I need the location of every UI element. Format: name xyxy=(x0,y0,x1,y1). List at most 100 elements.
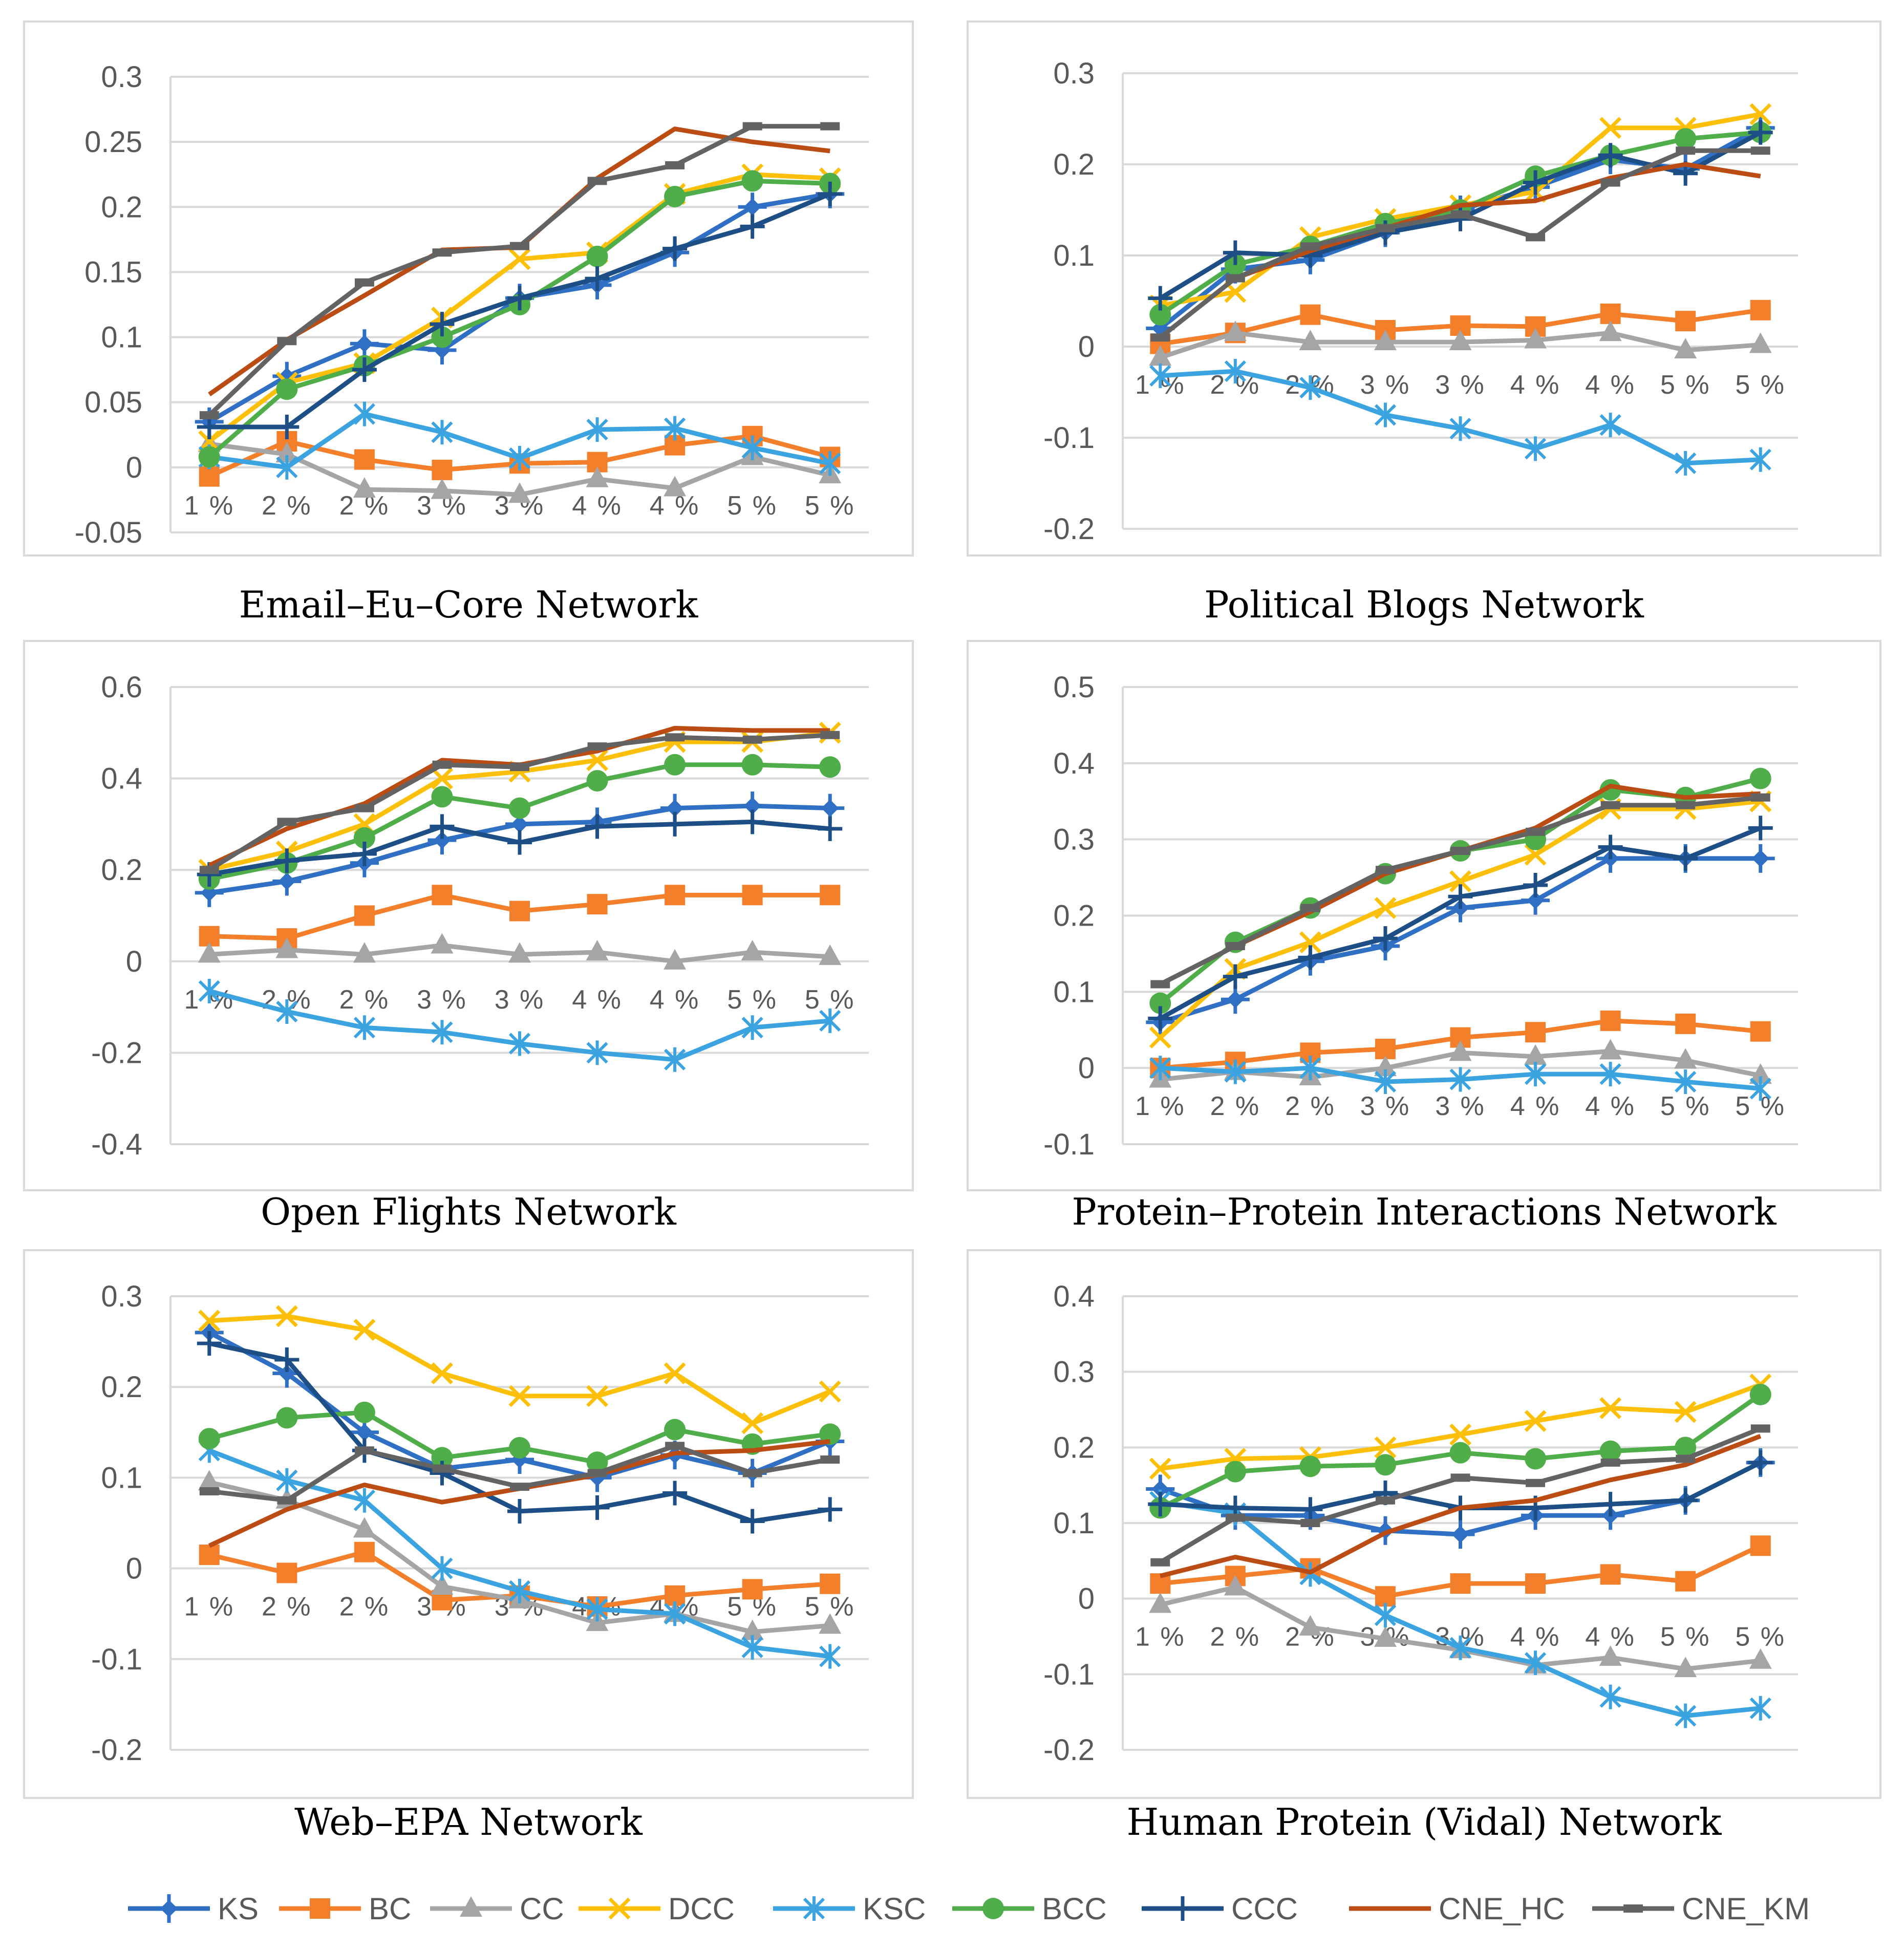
y-tick-label: 0.1 xyxy=(1053,239,1095,272)
data-point-dcc xyxy=(508,248,531,270)
data-point-bcc xyxy=(1449,1442,1471,1464)
data-point-bc xyxy=(509,901,530,922)
y-tick-label: 0 xyxy=(1078,330,1095,363)
data-point-cc xyxy=(664,476,687,497)
data-point-cc xyxy=(1674,338,1697,359)
data-point-ccc xyxy=(1448,884,1473,909)
series-ccc xyxy=(197,809,843,887)
data-point-bc xyxy=(354,1541,375,1562)
data-point-ksc xyxy=(1749,447,1771,472)
data-point-bcc xyxy=(1374,1454,1396,1476)
y-tick-label: -0.2 xyxy=(91,1733,142,1767)
data-point-bcc xyxy=(1749,767,1771,789)
series-ccc xyxy=(197,181,843,440)
legend-label: DCC xyxy=(668,1892,735,1926)
data-point-ccc xyxy=(1598,834,1623,860)
data-point-bcc xyxy=(276,378,298,400)
series-bc xyxy=(1150,1535,1771,1607)
y-tick-label: -0.2 xyxy=(1043,1733,1095,1767)
legend-item-ksc: KSC xyxy=(773,1892,926,1926)
series-cne-km xyxy=(199,731,840,874)
data-point-bcc xyxy=(664,185,686,207)
data-point-bc xyxy=(199,1545,220,1566)
data-point-bc xyxy=(1600,303,1621,324)
x-tick-label: 5 % xyxy=(727,985,778,1015)
data-point-ksc xyxy=(1299,1056,1321,1081)
data-point-cc xyxy=(1599,320,1622,341)
data-point-ccc xyxy=(1223,964,1248,989)
series-cc xyxy=(1149,1039,1772,1088)
series-ksc xyxy=(198,401,841,480)
data-point-ksc xyxy=(741,435,763,460)
data-point-cc xyxy=(1374,1626,1397,1647)
data-point-bc xyxy=(276,1562,297,1583)
data-point-dcc xyxy=(1299,931,1321,954)
series-cc xyxy=(198,933,842,970)
data-point-bc xyxy=(820,885,841,906)
data-point-cc xyxy=(1374,1056,1397,1077)
y-tick-label: 0.3 xyxy=(101,1280,142,1313)
x-tick-label: 3 % xyxy=(495,985,545,1015)
legend-item-cne-km: CNE_KM xyxy=(1592,1892,1810,1926)
x-tick-label: 5 % xyxy=(1660,1622,1711,1652)
data-point-bcc xyxy=(586,245,608,267)
x-tick-label: 2 % xyxy=(1210,1091,1261,1121)
data-point-cc xyxy=(1674,1656,1697,1677)
data-point-bc xyxy=(1600,1564,1621,1585)
legend-label: KSC xyxy=(863,1892,926,1926)
data-point-ksc xyxy=(198,978,220,1003)
data-point-ksc xyxy=(1524,1651,1547,1676)
data-point-cc xyxy=(1749,332,1772,353)
data-point-bcc xyxy=(586,1451,608,1473)
legend-item-dcc: DCC xyxy=(579,1892,735,1926)
series-bcc xyxy=(198,1401,841,1473)
legend-item-bcc: BCC xyxy=(952,1892,1107,1926)
data-point-dcc xyxy=(198,1310,221,1332)
data-point-ksc xyxy=(1524,436,1547,461)
x-tick-label: 4 % xyxy=(1510,370,1561,400)
y-tick-label: -0.1 xyxy=(1043,1128,1095,1161)
data-point-ccc xyxy=(1748,816,1773,841)
data-point-ccc xyxy=(585,266,610,291)
legend-item-cne-hc: CNE_HC xyxy=(1349,1892,1565,1926)
x-tick-label: 2 % xyxy=(339,985,390,1015)
data-point-bcc xyxy=(1149,304,1171,326)
data-point-bcc xyxy=(276,1407,298,1429)
data-point-bcc xyxy=(353,1401,375,1423)
data-point-cc xyxy=(353,1517,376,1538)
data-point-dcc xyxy=(1749,103,1772,125)
data-point-ksc xyxy=(1224,1059,1246,1084)
data-point-cc xyxy=(1299,1615,1322,1636)
data-point-ksc xyxy=(1675,1703,1697,1728)
chart-panel-protein-protein-interactions-network: 0.5 0.4 0.3 0.2 0.1 0 -0.1 1 % 2 % 2 % 3 % 3 % 4 % 4 … xyxy=(967,640,1881,1233)
data-point-ksc xyxy=(586,1040,608,1065)
y-tick-label: 0.25 xyxy=(84,125,142,159)
data-point-cc xyxy=(431,478,454,499)
data-point-bc xyxy=(742,1579,763,1600)
data-point-cc xyxy=(508,942,531,963)
data-point-ccc xyxy=(1523,872,1548,897)
data-point-ksc xyxy=(508,446,531,471)
data-point-bc xyxy=(820,1573,841,1594)
data-point-dcc xyxy=(1599,117,1622,139)
data-point-cc xyxy=(1674,1048,1697,1069)
x-tick-label: 5 % xyxy=(805,491,855,521)
data-point-ksc xyxy=(431,420,453,445)
legend-marker-ccc xyxy=(1170,1896,1195,1921)
data-point-bc xyxy=(354,905,375,926)
data-point-ccc xyxy=(818,181,843,206)
y-tick-label: -0.1 xyxy=(1043,1658,1095,1691)
y-tick-label: 0.1 xyxy=(101,1461,142,1494)
data-point-ksc xyxy=(431,1020,453,1045)
data-point-ccc xyxy=(585,814,610,839)
chart-title: Web–EPA Network xyxy=(294,1801,643,1844)
y-tick-label: 0.1 xyxy=(101,321,142,354)
data-point-bcc xyxy=(741,170,763,192)
data-point-dcc xyxy=(1449,870,1471,893)
data-point-cc xyxy=(741,939,764,960)
chart-frame xyxy=(967,20,1881,556)
data-point-cc xyxy=(819,944,842,965)
data-point-dcc xyxy=(1374,897,1397,919)
data-point-dcc xyxy=(1524,1410,1547,1432)
x-tick-label: 4 % xyxy=(1510,1091,1561,1121)
